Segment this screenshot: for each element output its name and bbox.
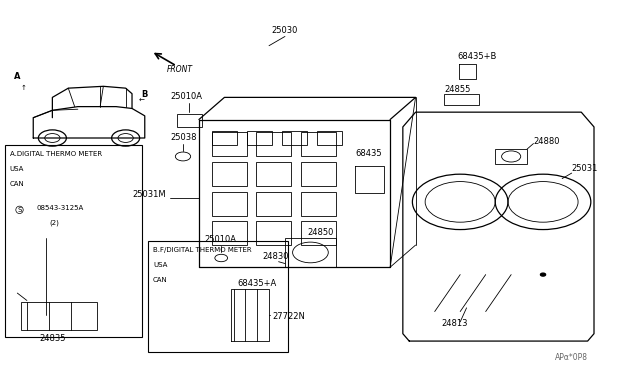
Bar	[256, 221, 291, 245]
Text: 25010A: 25010A	[170, 92, 202, 101]
Text: (2): (2)	[49, 220, 59, 226]
Bar	[212, 162, 246, 186]
Bar	[212, 192, 246, 215]
Bar	[444, 94, 479, 105]
Bar	[177, 114, 202, 127]
Circle shape	[540, 273, 545, 276]
Text: 68435+B: 68435+B	[457, 52, 497, 61]
Bar	[301, 221, 336, 245]
Text: 25038: 25038	[170, 133, 196, 142]
Bar	[212, 131, 237, 145]
Bar	[495, 149, 527, 164]
Text: 68435+A: 68435+A	[237, 279, 276, 288]
Text: USA: USA	[10, 166, 24, 172]
Bar	[301, 162, 336, 186]
Text: 24813: 24813	[441, 318, 468, 328]
Text: USA: USA	[153, 262, 168, 268]
Text: A.DIGITAL THERMO METER: A.DIGITAL THERMO METER	[10, 151, 102, 157]
Bar	[256, 132, 291, 157]
Bar	[301, 132, 336, 157]
Bar	[212, 132, 246, 157]
Text: 27722N: 27722N	[272, 312, 305, 321]
Text: 25030: 25030	[272, 26, 298, 35]
Bar	[282, 131, 307, 145]
Bar	[317, 131, 342, 145]
Text: B: B	[141, 90, 148, 99]
Text: 25031: 25031	[572, 164, 598, 173]
Bar	[246, 131, 272, 145]
Text: ↑: ↑	[20, 85, 26, 91]
Text: 24880: 24880	[534, 137, 560, 145]
Text: S: S	[17, 207, 22, 213]
Bar	[256, 162, 291, 186]
Bar	[285, 238, 336, 267]
Text: CAN: CAN	[10, 181, 24, 187]
Text: 24855: 24855	[444, 85, 470, 94]
Text: 25031M: 25031M	[132, 190, 166, 199]
Text: FRONT: FRONT	[167, 64, 193, 74]
Text: ←: ←	[138, 98, 144, 104]
Text: APα*0P8: APα*0P8	[556, 353, 588, 362]
Text: CAN: CAN	[153, 277, 168, 283]
Text: 24835: 24835	[40, 334, 66, 343]
Text: 25010A: 25010A	[204, 235, 236, 244]
Text: 08543-3125A: 08543-3125A	[36, 205, 84, 211]
Text: B.F/DIGITAL THERMO METER: B.F/DIGITAL THERMO METER	[153, 247, 252, 253]
Bar	[148, 241, 288, 352]
Bar	[20, 302, 97, 330]
Text: 24830: 24830	[262, 252, 289, 261]
Bar	[212, 221, 246, 245]
Text: A: A	[14, 72, 20, 81]
Bar	[301, 192, 336, 215]
Bar	[4, 145, 141, 337]
Text: 68435: 68435	[355, 150, 381, 158]
Text: 24850: 24850	[307, 228, 333, 237]
Bar	[256, 192, 291, 215]
